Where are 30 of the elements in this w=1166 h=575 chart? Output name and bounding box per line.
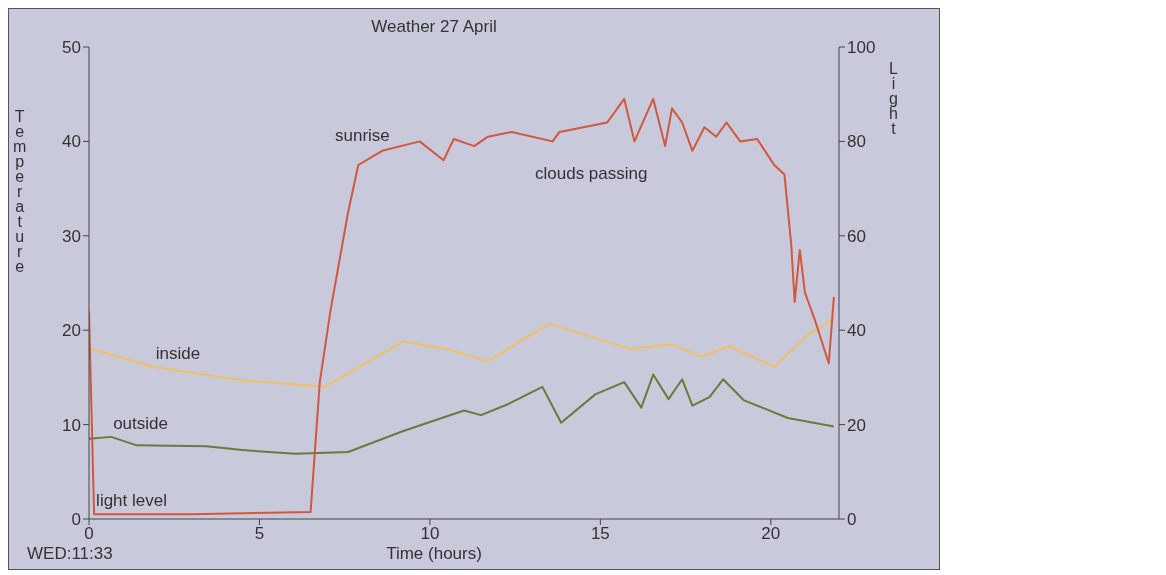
line-series <box>89 317 835 388</box>
text: Temperature <box>13 108 27 275</box>
annotation: clouds passing <box>535 164 648 184</box>
y-tick-label: 50 <box>62 38 81 58</box>
x-tick-label: 10 <box>420 524 440 544</box>
text: WED:11:33 <box>27 544 113 564</box>
y2-tick-label: 100 <box>847 38 876 58</box>
line-series <box>89 97 835 516</box>
y-tick-label: 0 <box>71 510 81 530</box>
y2-tick-label: 60 <box>847 226 866 246</box>
y2-tick-label: 0 <box>847 510 857 530</box>
annotation: sunrise <box>335 126 390 146</box>
series-label: inside <box>155 344 201 364</box>
x-tick-label: 5 <box>254 524 265 544</box>
y2-tick-label: 20 <box>847 415 866 435</box>
y-tick-label: 20 <box>62 321 81 341</box>
y-tick-label: 10 <box>62 415 81 435</box>
y-tick-label: 30 <box>62 226 81 246</box>
chart-title: Weather 27 April <box>370 17 498 37</box>
y-tick-label: 40 <box>62 132 81 152</box>
x-axis-title: Time (hours) <box>386 544 482 563</box>
series-label: light level <box>96 491 167 511</box>
line-series <box>89 373 835 455</box>
x-tick-label: 20 <box>761 524 781 544</box>
y2-tick-label: 40 <box>847 321 866 341</box>
x-tick-label: 0 <box>84 524 94 544</box>
y2-tick-label: 80 <box>847 132 866 152</box>
series-label: outside <box>113 413 168 433</box>
x-tick-label: 15 <box>590 524 610 544</box>
y2-axis-title: Light <box>889 60 898 137</box>
